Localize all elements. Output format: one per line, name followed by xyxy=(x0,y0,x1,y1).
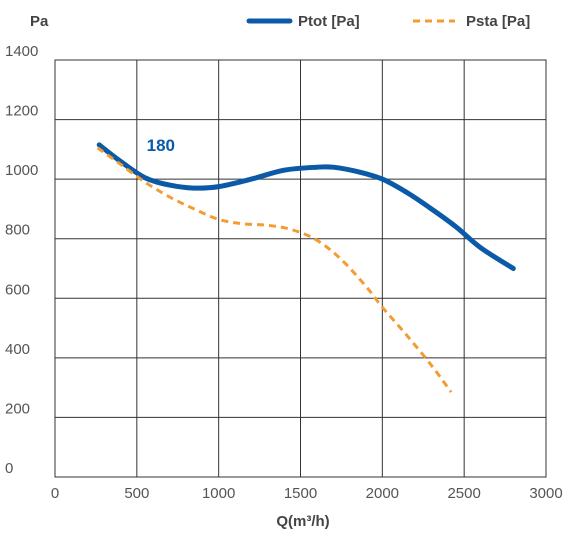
x-tick-labels: 0 500 1000 1500 2000 2500 3000 xyxy=(51,485,563,502)
y-tick-label: 800 xyxy=(5,222,30,239)
y-tick-label: 1000 xyxy=(5,162,38,179)
x-axis-label: Q(m³/h) xyxy=(276,513,329,530)
y-tick-label: 200 xyxy=(5,400,30,417)
y-tick-labels: 0 200 400 600 800 1000 1200 1400 xyxy=(5,43,38,477)
curve-annotation: 180 xyxy=(147,136,175,155)
x-tick-label: 0 xyxy=(51,485,59,502)
y-tick-label: 400 xyxy=(5,341,30,358)
y-tick-label: 1200 xyxy=(5,103,38,120)
y-tick-label: 1400 xyxy=(5,43,38,60)
legend: Ptot [Pa] Psta [Pa] xyxy=(246,13,530,30)
x-tick-label: 1500 xyxy=(284,485,317,502)
y-tick-label: 600 xyxy=(5,281,30,298)
x-tick-label: 2000 xyxy=(366,485,399,502)
series-lines xyxy=(96,142,516,393)
y-axis-label: Pa xyxy=(30,13,49,30)
y-tick-label: 0 xyxy=(5,460,13,477)
x-tick-label: 1000 xyxy=(202,485,235,502)
legend-label-ptot: Ptot [Pa] xyxy=(298,13,360,30)
x-tick-label: 2500 xyxy=(447,485,480,502)
x-tick-label: 500 xyxy=(124,485,149,502)
series-line-ptot xyxy=(96,142,516,271)
grid xyxy=(54,59,547,478)
series-line-psta xyxy=(96,146,453,393)
x-tick-label: 3000 xyxy=(529,485,562,502)
legend-label-psta: Psta [Pa] xyxy=(466,13,530,30)
